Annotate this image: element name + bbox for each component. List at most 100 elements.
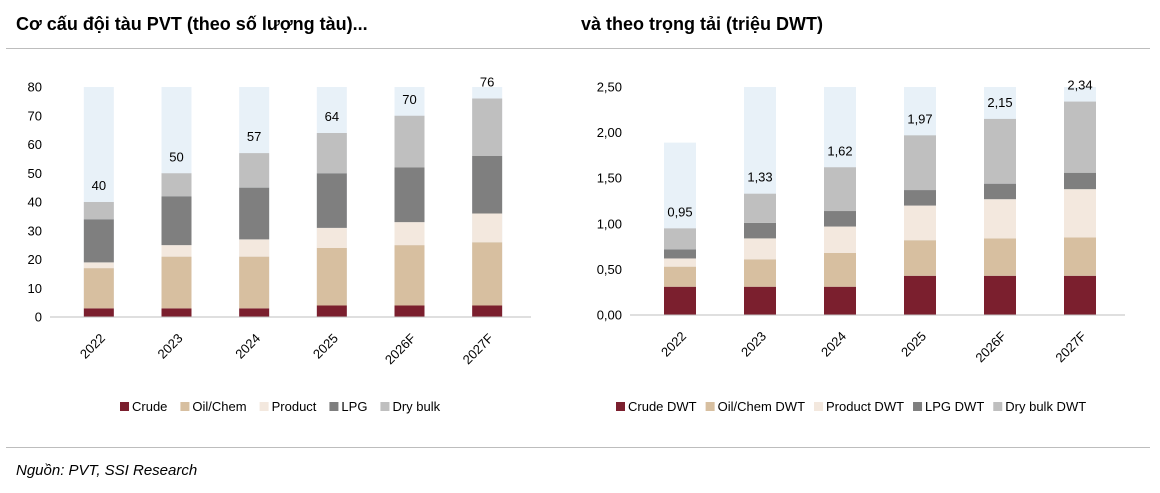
bar-segment bbox=[394, 305, 425, 317]
bar-segment bbox=[316, 133, 347, 174]
y-tick-label: 1,00 bbox=[597, 216, 622, 231]
y-tick-label: 20 bbox=[28, 252, 42, 267]
bar-segment bbox=[824, 226, 856, 253]
x-tick-label: 2026F bbox=[972, 328, 1009, 365]
x-tick-label: 2022 bbox=[77, 331, 108, 362]
x-tick-label: 2026F bbox=[382, 330, 419, 367]
dwt-chart: 0,00 0,50 1,00 1,50 2,00 2,50 0,95 2022 1,33 2023… bbox=[597, 78, 1125, 414]
bar-segment bbox=[161, 196, 192, 246]
legend-swatch bbox=[993, 402, 1003, 411]
y-tick-label: 40 bbox=[28, 195, 42, 210]
bar-segment bbox=[1064, 237, 1096, 276]
vessel-count-chart: 0 10 20 30 40 50 60 70 80 40 2022 50 2023 57 2024 64 202… bbox=[28, 75, 531, 414]
bar-segment bbox=[83, 219, 114, 263]
total-label: 2,34 bbox=[1067, 78, 1092, 93]
total-label: 57 bbox=[247, 129, 261, 144]
left-chart-title: Cơ cấu đội tàu PVT (theo số lượng tàu)..… bbox=[16, 14, 368, 34]
top-divider bbox=[6, 48, 1150, 49]
x-tick-label: 2027F bbox=[460, 330, 497, 367]
total-label: 40 bbox=[92, 178, 106, 193]
x-tick-label: 2022 bbox=[658, 329, 689, 360]
total-label: 1,33 bbox=[747, 170, 772, 185]
bar-segment bbox=[904, 205, 936, 241]
bar-segment bbox=[984, 238, 1016, 276]
bar-segment bbox=[984, 118, 1016, 184]
bar-segment bbox=[664, 266, 696, 287]
bar-segment bbox=[83, 268, 114, 309]
bar-segment bbox=[1064, 189, 1096, 238]
total-label: 70 bbox=[402, 92, 416, 107]
legend-label: LPG bbox=[341, 399, 367, 414]
bar-segment bbox=[472, 305, 503, 317]
legend-label: LPG DWT bbox=[925, 399, 984, 414]
bar-segment bbox=[904, 240, 936, 276]
bar-segment bbox=[1064, 275, 1096, 315]
bar-segment bbox=[744, 286, 776, 315]
bar-segment bbox=[316, 227, 347, 248]
bar-segment bbox=[394, 245, 425, 306]
bar-segment bbox=[824, 286, 856, 315]
bar-segment bbox=[824, 211, 856, 227]
bar-segment bbox=[664, 249, 696, 259]
total-label: 64 bbox=[325, 109, 339, 124]
total-label: 0,95 bbox=[667, 204, 692, 219]
bar-segment bbox=[239, 239, 270, 257]
bar-segment bbox=[394, 222, 425, 246]
bar-segment bbox=[744, 238, 776, 260]
bar-segment bbox=[316, 248, 347, 306]
legend-swatch bbox=[913, 402, 923, 411]
bar-segment bbox=[472, 242, 503, 306]
x-tick-label: 2023 bbox=[738, 329, 769, 360]
bar-segment bbox=[239, 153, 270, 188]
source-note: Nguồn: PVT, SSI Research bbox=[16, 462, 198, 479]
legend-label: Oil/Chem DWT bbox=[718, 399, 805, 414]
bar-segment bbox=[161, 308, 192, 317]
bar-segment bbox=[316, 305, 347, 317]
total-label: 50 bbox=[169, 149, 183, 164]
bar-segment bbox=[394, 167, 425, 223]
legend-swatch bbox=[120, 402, 129, 411]
bar-segment bbox=[984, 183, 1016, 200]
bar-segment bbox=[1064, 172, 1096, 190]
total-label: 1,97 bbox=[907, 111, 932, 126]
x-tick-label: 2027F bbox=[1052, 328, 1089, 365]
legend-label: Crude DWT bbox=[628, 399, 697, 414]
bar-segment bbox=[161, 245, 192, 257]
bar-segment bbox=[904, 135, 936, 191]
bar-segment bbox=[664, 228, 696, 250]
y-tick-label: 0,50 bbox=[597, 262, 622, 277]
y-tick-label: 50 bbox=[28, 166, 42, 181]
y-tick-label: 10 bbox=[28, 281, 42, 296]
legend-label: Product DWT bbox=[826, 399, 904, 414]
bar-segment bbox=[239, 187, 270, 240]
legend-swatch bbox=[329, 402, 339, 411]
x-tick-label: 2025 bbox=[310, 331, 341, 362]
legend-swatch bbox=[616, 402, 625, 411]
bar-segment bbox=[83, 308, 114, 317]
y-tick-label: 80 bbox=[28, 80, 42, 95]
legend-swatch bbox=[705, 402, 715, 411]
bar-segment bbox=[664, 258, 696, 267]
bar-segment bbox=[904, 190, 936, 206]
bar-segment bbox=[472, 213, 503, 243]
legend-label: Product bbox=[272, 399, 317, 414]
bar-segment bbox=[83, 262, 114, 269]
legend-swatch bbox=[814, 402, 824, 411]
bar-segment bbox=[984, 275, 1016, 315]
y-tick-label: 30 bbox=[28, 223, 42, 238]
bar-segment bbox=[394, 115, 425, 168]
y-tick-label: 60 bbox=[28, 137, 42, 152]
bar-segment bbox=[984, 199, 1016, 239]
y-tick-label: 70 bbox=[28, 108, 42, 123]
total-label: 1,62 bbox=[827, 143, 852, 158]
y-tick-label: 2,50 bbox=[597, 80, 622, 95]
y-tick-label: 0 bbox=[35, 310, 42, 325]
x-tick-label: 2025 bbox=[898, 329, 929, 360]
legend-swatch bbox=[180, 402, 190, 411]
bar-segment bbox=[239, 308, 270, 317]
bar-segment bbox=[744, 259, 776, 287]
bar-segment bbox=[239, 256, 270, 309]
y-tick-label: 2,00 bbox=[597, 125, 622, 140]
y-tick-label: 0,00 bbox=[597, 308, 622, 323]
bar-segment bbox=[824, 167, 856, 212]
